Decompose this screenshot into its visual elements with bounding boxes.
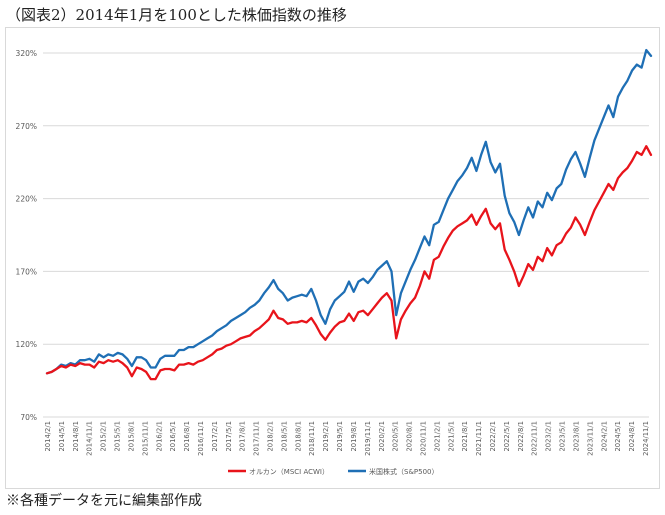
x-tick-label: 2014/2/1: [44, 421, 52, 452]
legend-label: 米国株式（S&P500）: [369, 467, 438, 476]
x-tick-label: 2015/11/1: [141, 421, 149, 456]
x-tick-label: 2019/2/1: [322, 421, 330, 452]
y-axis-tick-labels: 70% 120% 170% 220% 270% 320%: [16, 49, 37, 422]
x-tick-label: 2017/2/1: [211, 421, 219, 452]
x-tick-label: 2019/5/1: [336, 421, 344, 452]
x-tick-label: 2023/5/1: [559, 421, 567, 452]
x-tick-label: 2018/5/1: [280, 421, 288, 452]
x-tick-label: 2023/11/1: [586, 421, 594, 456]
x-axis-tick-labels: 2014/2/1 2014/5/1 2014/8/1 2014/11/1 2015/2/…: [44, 421, 650, 456]
series-lines: [45, 48, 653, 381]
chart-frame: 70% 120% 170% 220% 270% 320% 2014/2/1 2014/5/1…: [5, 27, 660, 489]
x-tick-label: 2022/8/1: [517, 421, 525, 452]
x-tick-label: 2014/11/1: [86, 421, 94, 456]
x-tick-label: 2021/5/1: [447, 421, 455, 452]
y-tick-label: 270%: [16, 122, 37, 131]
x-tick-label: 2023/2/1: [545, 421, 553, 452]
line-chart: 70% 120% 170% 220% 270% 320% 2014/2/1 2014/5/1…: [16, 48, 653, 476]
y-tick-label: 120%: [16, 340, 37, 349]
x-tick-label: 2017/11/1: [253, 421, 261, 456]
x-tick-label: 2024/5/1: [614, 421, 622, 452]
x-tick-label: 2024/11/1: [642, 421, 650, 456]
y-tick-label: 170%: [16, 267, 37, 276]
x-tick-label: 2021/2/1: [433, 421, 441, 452]
x-tick-label: 2024/8/1: [628, 421, 636, 452]
x-tick-label: 2016/2/1: [155, 421, 163, 452]
x-tick-label: 2015/8/1: [127, 421, 135, 452]
x-tick-label: 2021/8/1: [461, 421, 469, 452]
x-tick-label: 2019/11/1: [364, 421, 372, 456]
x-tick-label: 2018/11/1: [308, 421, 316, 456]
x-tick-label: 2020/8/1: [406, 421, 414, 452]
legend: オルカン（MSCI ACWI） 米国株式（S&P500）: [228, 467, 438, 476]
x-tick-label: 2022/5/1: [503, 421, 511, 452]
x-tick-label: 2016/8/1: [183, 421, 191, 452]
x-tick-label: 2016/5/1: [169, 421, 177, 452]
x-tick-label: 2021/11/1: [475, 421, 483, 456]
y-tick-label: 220%: [16, 195, 37, 204]
x-tick-label: 2014/8/1: [72, 421, 80, 452]
x-tick-label: 2016/11/1: [197, 421, 205, 456]
x-tick-label: 2020/5/1: [392, 421, 400, 452]
x-tick-label: 2017/8/1: [239, 421, 247, 452]
legend-label: オルカン（MSCI ACWI）: [249, 468, 329, 476]
x-tick-label: 2017/5/1: [225, 421, 233, 452]
series-line-0: [45, 145, 653, 381]
chart-title: （図表2）2014年1月を100とした株価指数の推移: [6, 6, 347, 24]
y-tick-label: 320%: [16, 49, 37, 58]
y-tick-label: 70%: [20, 413, 37, 422]
x-tick-label: 2022/11/1: [531, 421, 539, 456]
gridlines: [43, 52, 649, 418]
x-tick-label: 2020/2/1: [378, 421, 386, 452]
series-line-1: [45, 48, 653, 375]
x-tick-label: 2018/8/1: [294, 421, 302, 452]
x-tick-label: 2022/2/1: [489, 421, 497, 452]
x-tick-label: 2015/2/1: [100, 421, 108, 452]
x-tick-label: 2020/11/1: [419, 421, 427, 456]
x-tick-label: 2018/2/1: [267, 421, 275, 452]
x-tick-label: 2023/8/1: [572, 421, 580, 452]
x-tick-label: 2024/2/1: [600, 421, 608, 452]
x-tick-label: 2015/5/1: [114, 421, 122, 452]
x-tick-label: 2019/8/1: [350, 421, 358, 452]
x-tick-label: 2014/5/1: [58, 421, 66, 452]
footnote: ※各種データを元に編集部作成: [6, 493, 202, 509]
